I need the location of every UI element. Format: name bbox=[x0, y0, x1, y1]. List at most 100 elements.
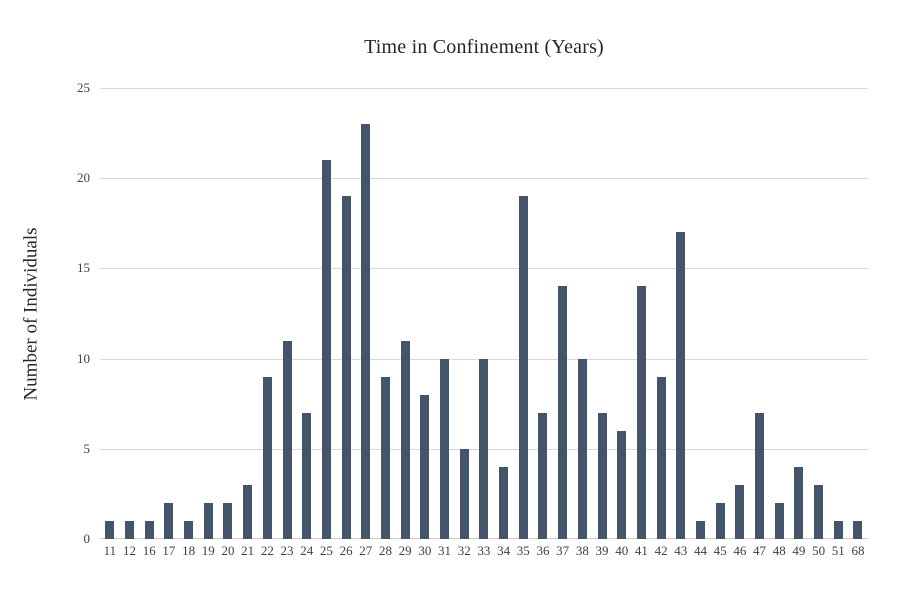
bar-column bbox=[494, 88, 514, 539]
bar-24 bbox=[302, 412, 312, 539]
bar-column bbox=[435, 88, 455, 539]
bar-column bbox=[769, 88, 789, 539]
bar-column bbox=[533, 88, 553, 539]
x-tick-label: 32 bbox=[457, 543, 471, 558]
bar-column bbox=[238, 88, 258, 539]
x-tick-label: 38 bbox=[575, 543, 589, 558]
bar-column bbox=[100, 88, 120, 539]
bar-column bbox=[395, 88, 415, 539]
bar-29 bbox=[400, 340, 410, 539]
x-tick-label: 50 bbox=[812, 543, 826, 558]
bar-32 bbox=[459, 448, 469, 539]
x-tick-label: 11 bbox=[103, 543, 117, 558]
bar-column bbox=[612, 88, 632, 539]
x-tick-label: 41 bbox=[634, 543, 648, 558]
x-tick-label: 26 bbox=[339, 543, 353, 558]
x-tick-label: 27 bbox=[359, 543, 373, 558]
bar-column bbox=[415, 88, 435, 539]
y-tick-label: 10 bbox=[77, 351, 90, 366]
bar-40 bbox=[617, 430, 627, 539]
x-tick-label: 39 bbox=[595, 543, 609, 558]
x-tick-label: 37 bbox=[556, 543, 570, 558]
bar-44 bbox=[695, 520, 705, 539]
y-tick-label: 15 bbox=[77, 260, 90, 275]
y-tick-label: 0 bbox=[83, 531, 91, 546]
x-tick-label: 48 bbox=[772, 543, 786, 558]
bar-46 bbox=[735, 484, 745, 539]
bar-41 bbox=[636, 286, 646, 539]
bar-column bbox=[573, 88, 593, 539]
bar-column bbox=[730, 88, 750, 539]
gridline-y-15 bbox=[100, 268, 868, 269]
bar-column bbox=[828, 88, 848, 539]
x-tick-label: 12 bbox=[123, 543, 137, 558]
x-tick-label: 44 bbox=[693, 543, 707, 558]
x-tick-label: 47 bbox=[753, 543, 767, 558]
bar-column bbox=[454, 88, 474, 539]
x-tick-label: 28 bbox=[378, 543, 392, 558]
bar-19 bbox=[203, 502, 213, 539]
bar-42 bbox=[656, 376, 666, 539]
bar-16 bbox=[144, 520, 154, 539]
y-tick-label: 20 bbox=[77, 170, 90, 185]
x-tick-label: 51 bbox=[831, 543, 845, 558]
bar-column bbox=[198, 88, 218, 539]
bar-column bbox=[120, 88, 140, 539]
bar-23 bbox=[282, 340, 292, 539]
bar-column bbox=[848, 88, 868, 539]
bar-35 bbox=[518, 196, 528, 539]
bar-column bbox=[356, 88, 376, 539]
x-tick-label: 25 bbox=[319, 543, 333, 558]
bar-column bbox=[592, 88, 612, 539]
bar-column bbox=[710, 88, 730, 539]
x-tick-label: 35 bbox=[516, 543, 530, 558]
bar-column bbox=[376, 88, 396, 539]
bar-26 bbox=[341, 196, 351, 539]
x-tick-label: 43 bbox=[674, 543, 688, 558]
x-tick-label: 42 bbox=[654, 543, 668, 558]
x-tick-label: 33 bbox=[477, 543, 491, 558]
bar-39 bbox=[597, 412, 607, 539]
bar-column bbox=[809, 88, 829, 539]
bar-47 bbox=[755, 412, 765, 539]
bars-row bbox=[100, 88, 868, 539]
plot-area: 0 5 10 15 20 25 bbox=[77, 80, 868, 546]
x-tick-label: 30 bbox=[418, 543, 432, 558]
bar-column bbox=[179, 88, 199, 539]
bar-column bbox=[258, 88, 278, 539]
bar-column bbox=[691, 88, 711, 539]
y-axis-title: Number of Individuals bbox=[12, 88, 52, 539]
x-tick-label: 18 bbox=[182, 543, 196, 558]
bar-18 bbox=[184, 520, 194, 539]
bar-column bbox=[139, 88, 159, 539]
x-tick-label: 21 bbox=[241, 543, 255, 558]
bar-25 bbox=[321, 160, 331, 539]
bar-column bbox=[513, 88, 533, 539]
bar-11 bbox=[105, 520, 115, 539]
bar-28 bbox=[380, 376, 390, 539]
x-tick-label: 46 bbox=[733, 543, 747, 558]
x-tick-label: 36 bbox=[536, 543, 550, 558]
x-tick-label: 19 bbox=[201, 543, 215, 558]
bar-30 bbox=[420, 394, 430, 539]
chart-title: Time in Confinement (Years) bbox=[364, 36, 604, 58]
bar-21 bbox=[243, 484, 253, 539]
bar-50 bbox=[814, 484, 824, 539]
x-tick-label: 68 bbox=[851, 543, 865, 558]
bar-column bbox=[474, 88, 494, 539]
bar-22 bbox=[262, 376, 272, 539]
bar-43 bbox=[676, 232, 686, 539]
bar-36 bbox=[538, 412, 548, 539]
x-tick-label: 49 bbox=[792, 543, 806, 558]
x-axis-tick-labels: 11 12 16 17 18 19 20 21 22 23 24 25 26 27 28 29 30 31 32 33… bbox=[100, 543, 868, 559]
bar-column bbox=[277, 88, 297, 539]
bar-column bbox=[750, 88, 770, 539]
x-tick-label: 16 bbox=[142, 543, 156, 558]
bar-17 bbox=[164, 502, 174, 539]
gridline-y-25 bbox=[100, 88, 868, 89]
bar-column bbox=[671, 88, 691, 539]
bar-33 bbox=[479, 358, 489, 539]
bar-column bbox=[553, 88, 573, 539]
bar-34 bbox=[499, 466, 509, 539]
